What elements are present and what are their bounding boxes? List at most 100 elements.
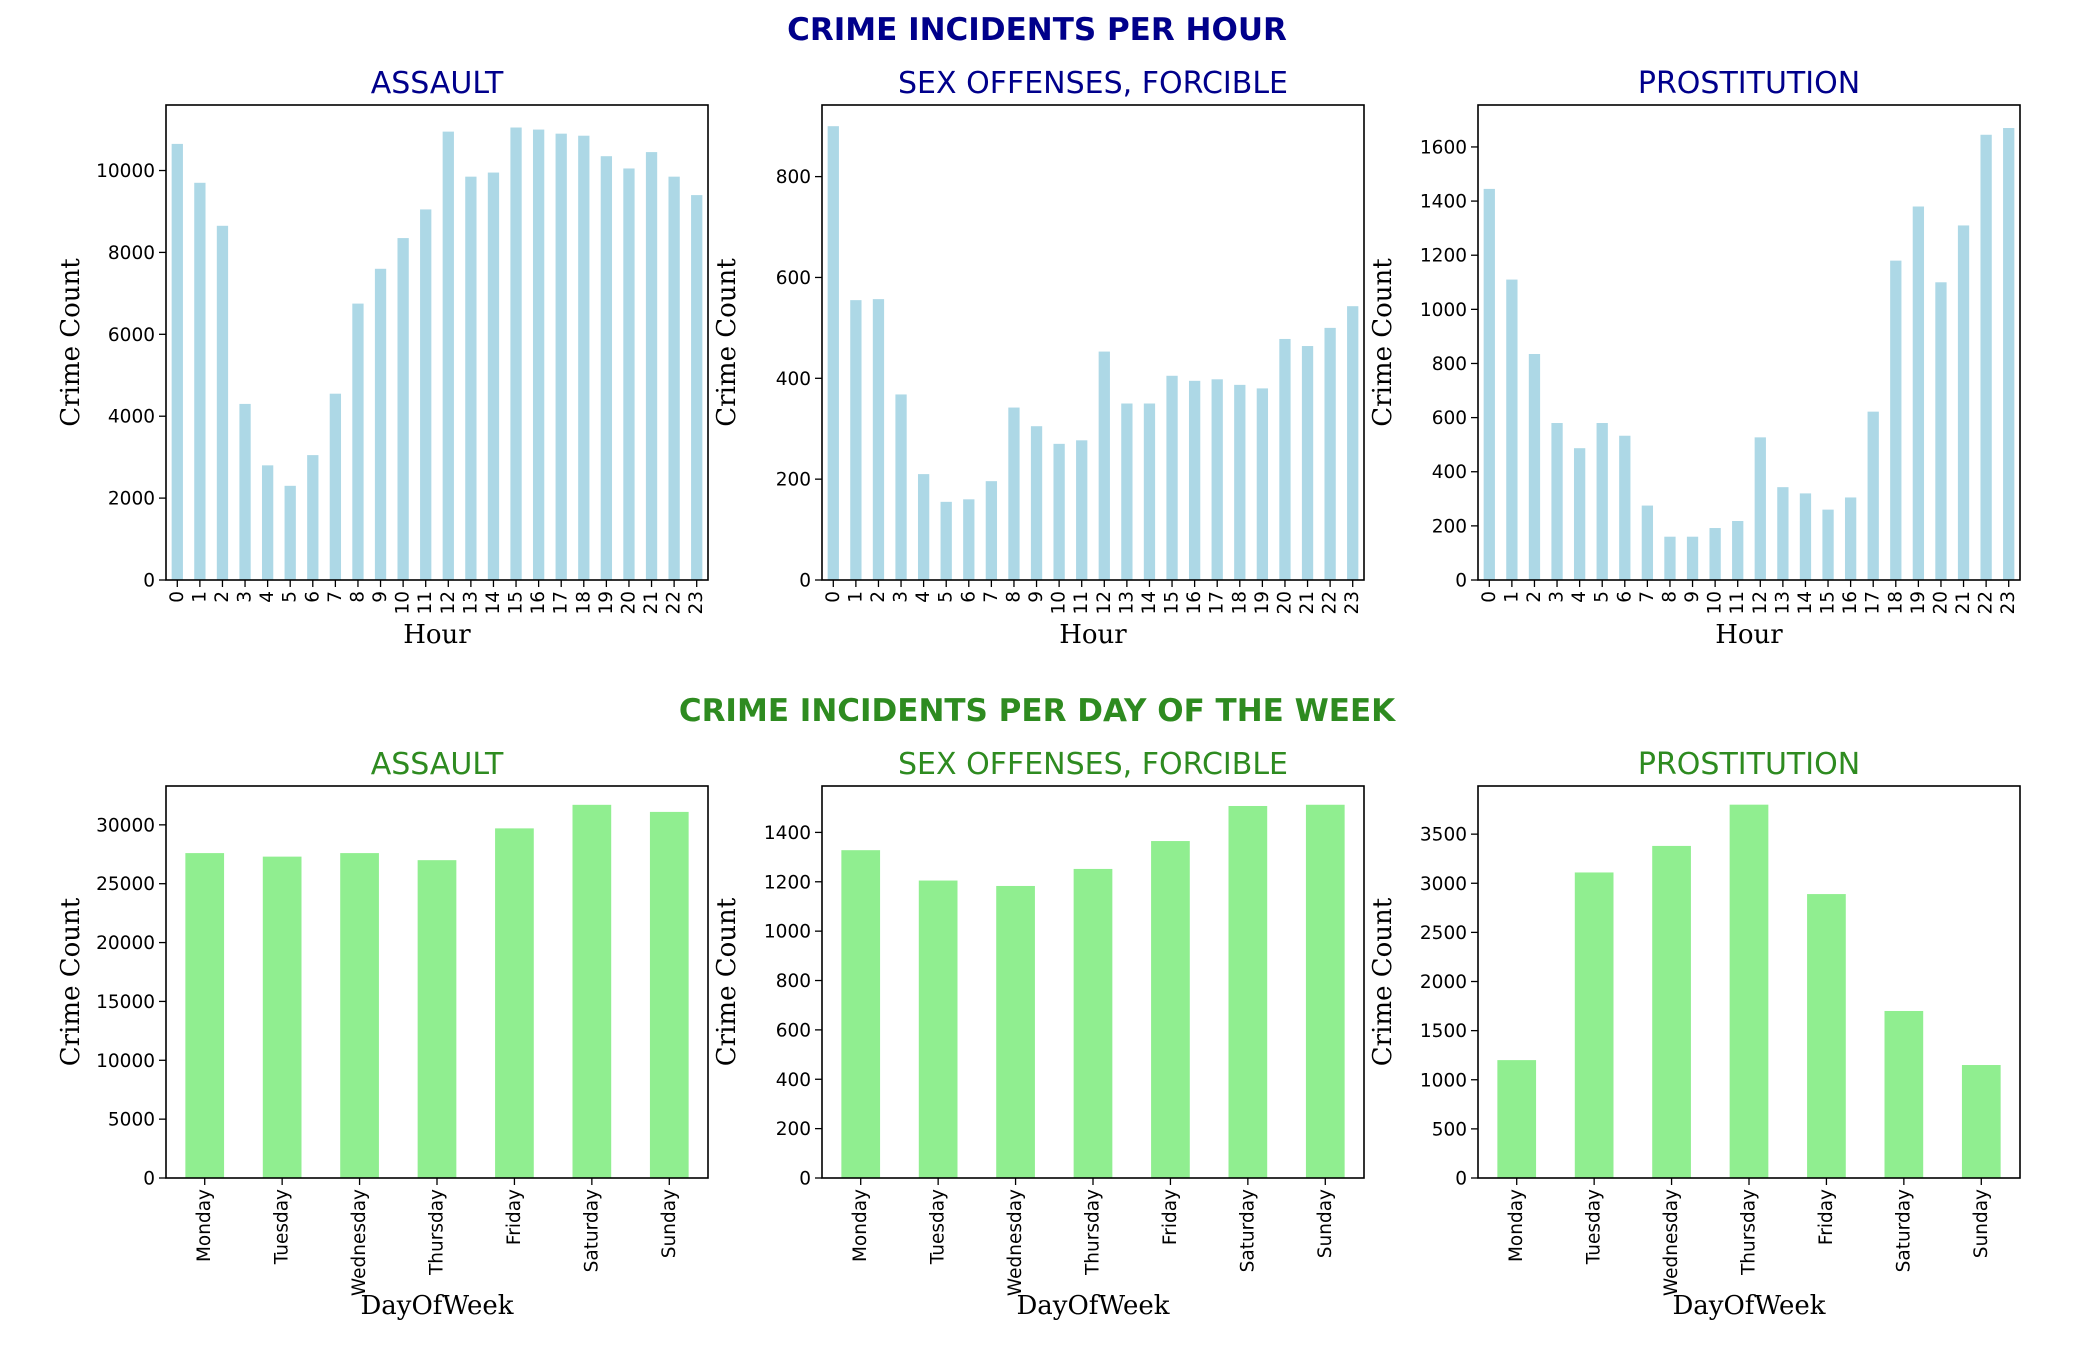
x-tick-label: 6 bbox=[1614, 591, 1635, 603]
plot-frame bbox=[165, 104, 709, 581]
x-tick-label: 5 bbox=[280, 591, 301, 603]
x-tick-label: Friday bbox=[1816, 1189, 1837, 1245]
y-tick-label: 200 bbox=[776, 1119, 811, 1140]
bar-Wednesday bbox=[1652, 845, 1691, 1178]
bar-Wednesday bbox=[996, 885, 1035, 1178]
x-tick-label: Saturday bbox=[1237, 1189, 1258, 1272]
x-tick-label: Tuesday bbox=[928, 1189, 949, 1265]
bar-8 bbox=[1008, 407, 1020, 580]
bar-Saturday bbox=[1228, 805, 1268, 1178]
chart-title: SEX OFFENSES, FORCIBLE bbox=[898, 747, 1288, 782]
bar-16 bbox=[532, 129, 545, 580]
bar-5 bbox=[1596, 423, 1608, 580]
x-tick-label: 10 bbox=[393, 591, 414, 615]
x-tick-label: 1 bbox=[845, 591, 866, 603]
x-tick-label: 17 bbox=[551, 591, 572, 615]
y-tick-label: 15000 bbox=[96, 992, 155, 1013]
bar-Monday bbox=[1497, 1060, 1537, 1178]
x-tick-label: 15 bbox=[506, 591, 527, 615]
x-tick-label: 14 bbox=[483, 591, 504, 615]
x-tick-label: 21 bbox=[641, 591, 662, 615]
bar-10 bbox=[1709, 528, 1721, 580]
bar-20 bbox=[1279, 338, 1291, 580]
bar-Saturday bbox=[572, 804, 612, 1178]
x-tick-label: Saturday bbox=[1893, 1189, 1914, 1272]
x-tick-label: Wednesday bbox=[349, 1189, 370, 1296]
x-tick-label: 12 bbox=[1094, 591, 1115, 615]
x-tick-label: Saturday bbox=[581, 1189, 602, 1272]
x-tick-label: 8 bbox=[1003, 591, 1024, 603]
bar-5 bbox=[940, 501, 952, 580]
bar-4 bbox=[917, 474, 930, 580]
bar-Saturday bbox=[1884, 1010, 1924, 1178]
x-tick-label: Thursday bbox=[1083, 1189, 1104, 1276]
bar-14 bbox=[1143, 403, 1156, 580]
x-tick-label: 4 bbox=[1569, 591, 1590, 603]
chart-title: ASSAULT bbox=[371, 747, 504, 782]
x-tick-label: 1 bbox=[189, 591, 210, 603]
x-tick-label: 2 bbox=[1524, 591, 1545, 603]
bar-17 bbox=[1867, 411, 1879, 580]
x-tick-label: 0 bbox=[823, 591, 844, 603]
y-tick-label: 800 bbox=[776, 971, 811, 992]
y-tick-label: 600 bbox=[776, 1020, 811, 1041]
hour-section-title: CRIME INCIDENTS PER HOUR bbox=[787, 12, 1287, 48]
bar-3 bbox=[895, 394, 907, 580]
x-tick-label: 22 bbox=[1320, 591, 1341, 615]
bar-Friday bbox=[1151, 841, 1190, 1178]
bar-9 bbox=[374, 268, 387, 580]
bar-22 bbox=[1324, 327, 1336, 580]
x-axis-label: Hour bbox=[1059, 620, 1127, 650]
bar-15 bbox=[510, 127, 522, 581]
x-tick-label: 3 bbox=[235, 591, 256, 603]
x-tick-label: 16 bbox=[528, 591, 549, 615]
x-tick-label: Thursday bbox=[1739, 1189, 1760, 1276]
y-tick-label: 1200 bbox=[1420, 246, 1467, 267]
y-tick-label: 5000 bbox=[108, 1110, 155, 1131]
x-tick-label: 7 bbox=[325, 591, 346, 603]
bar-19 bbox=[1256, 388, 1269, 580]
bar-4 bbox=[261, 465, 274, 580]
bar-17 bbox=[1211, 379, 1223, 580]
bar-10 bbox=[397, 238, 409, 580]
x-tick-label: 17 bbox=[1207, 591, 1228, 615]
x-tick-label: 11 bbox=[1727, 591, 1748, 615]
bar-6 bbox=[963, 499, 975, 580]
y-tick-label: 30000 bbox=[96, 815, 155, 836]
x-tick-label: 14 bbox=[1139, 591, 1160, 615]
y-tick-label: 0 bbox=[799, 1169, 811, 1190]
y-tick-label: 1500 bbox=[1420, 1021, 1467, 1042]
bar-3 bbox=[1551, 423, 1563, 580]
bar-0 bbox=[1483, 188, 1495, 580]
x-tick-label: 23 bbox=[686, 591, 707, 615]
chart-title: SEX OFFENSES, FORCIBLE bbox=[898, 66, 1288, 101]
x-tick-label: 15 bbox=[1818, 591, 1839, 615]
bar-4 bbox=[1573, 448, 1586, 580]
bar-12 bbox=[442, 131, 454, 580]
bar-7 bbox=[1641, 505, 1654, 580]
y-tick-label: 1000 bbox=[1420, 300, 1467, 321]
bar-22 bbox=[1980, 134, 1992, 580]
x-axis-label: DayOfWeek bbox=[1016, 1291, 1169, 1321]
x-tick-label: 13 bbox=[460, 591, 481, 615]
x-tick-label: 4 bbox=[913, 591, 934, 603]
x-tick-label: 2 bbox=[868, 591, 889, 603]
chart-title: PROSTITUTION bbox=[1638, 66, 1860, 101]
x-tick-label: Monday bbox=[194, 1189, 215, 1262]
y-tick-label: 20000 bbox=[96, 933, 155, 954]
bar-2 bbox=[872, 299, 885, 580]
bar-13 bbox=[1777, 487, 1789, 580]
x-tick-label: 15 bbox=[1162, 591, 1183, 615]
bar-Friday bbox=[495, 828, 534, 1178]
bar-0 bbox=[827, 126, 839, 581]
x-tick-label: 20 bbox=[1930, 591, 1951, 615]
x-tick-label: 7 bbox=[981, 591, 1002, 603]
x-tick-label: Sunday bbox=[659, 1189, 680, 1258]
chart-title: ASSAULT bbox=[371, 66, 504, 101]
bar-18 bbox=[1234, 384, 1246, 580]
y-axis-label: Crime Count bbox=[1368, 897, 1398, 1066]
y-tick-label: 0 bbox=[143, 1169, 155, 1190]
